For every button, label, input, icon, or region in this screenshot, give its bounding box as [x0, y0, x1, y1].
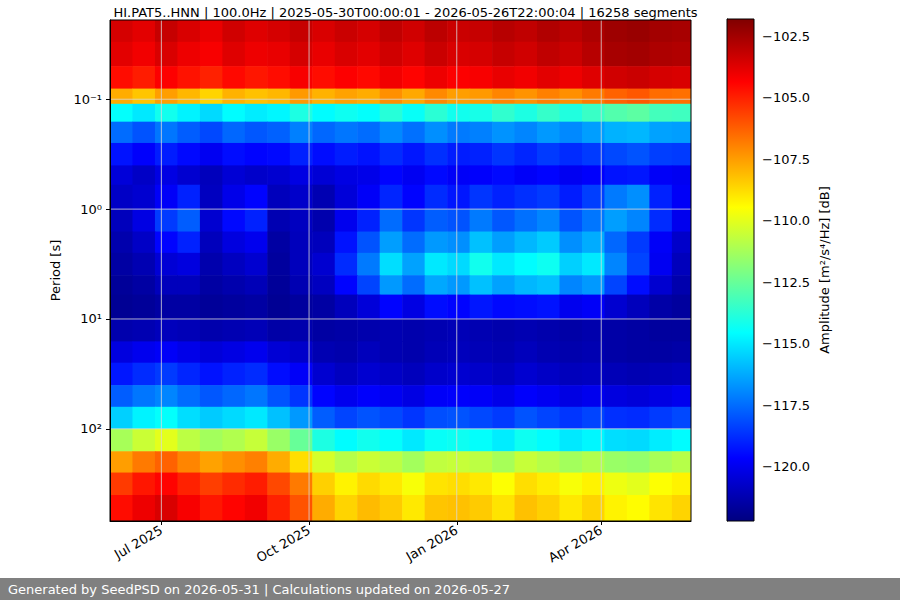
svg-text:10⁰: 10⁰ — [80, 202, 102, 217]
svg-text:Jul 2025: Jul 2025 — [111, 523, 165, 563]
svg-text:Oct 2025: Oct 2025 — [254, 523, 313, 566]
svg-text:−105.0: −105.0 — [762, 90, 810, 105]
svg-text:10⁻¹: 10⁻¹ — [73, 92, 102, 107]
svg-text:−117.5: −117.5 — [762, 398, 810, 413]
svg-text:Period [s]: Period [s] — [48, 240, 63, 302]
svg-text:−102.5: −102.5 — [762, 29, 810, 44]
svg-text:−115.0: −115.0 — [762, 336, 810, 351]
svg-text:Amplitude [m²/s⁴/Hz] [dB]: Amplitude [m²/s⁴/Hz] [dB] — [817, 186, 832, 354]
svg-text:Generated by SeedPSD on 2026-0: Generated by SeedPSD on 2026-05-31 | Cal… — [8, 582, 510, 597]
svg-text:Jan 2026: Jan 2026 — [403, 523, 461, 565]
svg-text:−107.5: −107.5 — [762, 152, 810, 167]
svg-text:10¹: 10¹ — [80, 311, 102, 326]
svg-text:HI.PAT5..HNN | 100.0Hz | 2025-: HI.PAT5..HNN | 100.0Hz | 2025-05-30T00:0… — [113, 5, 697, 20]
svg-text:−120.0: −120.0 — [762, 459, 810, 474]
svg-text:−112.5: −112.5 — [762, 275, 810, 290]
svg-text:10²: 10² — [80, 421, 102, 436]
svg-text:Apr 2026: Apr 2026 — [546, 523, 605, 566]
svg-text:−110.0: −110.0 — [762, 213, 810, 228]
